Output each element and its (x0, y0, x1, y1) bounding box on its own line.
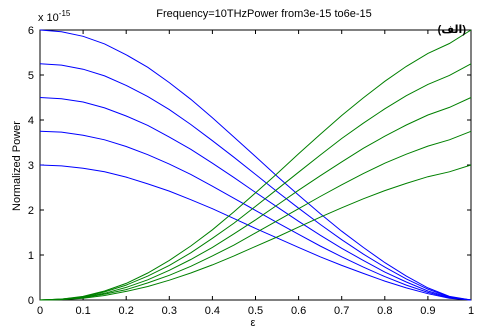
y-tick-label: 1 (28, 250, 34, 262)
series-line-7 (39, 63, 472, 301)
x-tick-label: 0.8 (377, 305, 392, 317)
x-tick-label: 0.1 (75, 305, 90, 317)
x-tick-label: 0.2 (119, 305, 134, 317)
x-tick-label: 0.7 (334, 305, 349, 317)
series-line-3 (39, 97, 472, 301)
x-tick-label: 0.9 (420, 305, 435, 317)
series-line-9 (39, 130, 472, 301)
y-tick-label: 3 (28, 160, 34, 172)
y-tick-label: 5 (28, 70, 34, 82)
figure-annotation: (الف) (438, 24, 467, 36)
y-exponent-power: -15 (59, 9, 71, 18)
y-axis-label: Normalized Power (11, 121, 23, 211)
series-line-5 (39, 164, 472, 301)
y-tick-label: 2 (28, 205, 34, 217)
x-tick-label: 0.6 (291, 305, 306, 317)
series-line-4 (39, 130, 472, 301)
plot-frame (39, 29, 472, 301)
y-exponent-base: x 10 (38, 12, 59, 24)
plot-area: 0 0.1 0.2 0.3 0.4 0.5 0.6 0.7 0.8 0.9 1 0 1 2 3 4 5 6 (28, 25, 474, 317)
x-tick-label: 0.3 (162, 305, 177, 317)
y-tick-label: 0 (28, 295, 34, 307)
x-axis-label: ε (251, 317, 256, 327)
x-tick-label: 0.4 (205, 305, 220, 317)
x-tick-label: 1 (468, 305, 474, 317)
x-tick-label: 0 (37, 305, 43, 317)
x-tick-label: 0.5 (248, 305, 263, 317)
y-tick-label: 6 (28, 25, 34, 37)
series-line-6 (39, 29, 472, 301)
y-exponent-label: x 10-15 (38, 9, 71, 24)
series-line-2 (39, 63, 472, 301)
chart-title: Frequency=10THzPower from3e-15 to6e-15 (156, 8, 372, 20)
y-tick-label: 4 (28, 115, 34, 127)
series-line-10 (39, 164, 472, 301)
series-line-8 (39, 97, 472, 301)
series-line-1 (39, 29, 472, 301)
